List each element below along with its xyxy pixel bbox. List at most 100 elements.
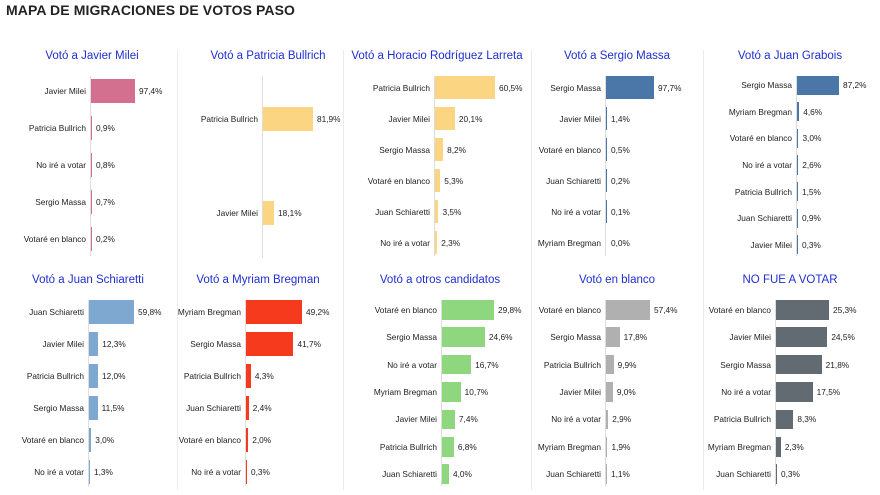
- bar-sergio-massa: [89, 396, 98, 420]
- bar-patricia-bullrich: [89, 364, 99, 388]
- data-label: 0,2%: [96, 234, 115, 245]
- data-label: 18,1%: [278, 208, 302, 218]
- data-label: 21,8%: [825, 359, 850, 370]
- panel-divider: [343, 50, 344, 490]
- bar-votare-en-blanco: [442, 299, 494, 320]
- data-label: 9,9%: [617, 359, 637, 370]
- data-label: 20,1%: [458, 113, 483, 124]
- chart-panel-voto-a-sergio-massa: Votó a Sergio Massa Sergio Massa 97,7% Javi…: [533, 50, 701, 260]
- category-label: Votaré en blanco: [367, 175, 430, 186]
- category-label: Patricia Bullrich: [379, 441, 437, 452]
- category-label: Juan Schiaretti: [737, 213, 792, 224]
- category-label: Sergio Massa: [35, 197, 86, 208]
- bar-myriam-bregman: [246, 300, 302, 324]
- data-label: 97,4%: [139, 85, 163, 96]
- category-axis: [434, 76, 435, 256]
- data-label: 1,4%: [611, 113, 630, 124]
- bar-no-ire-a-votar: [606, 200, 608, 223]
- chart-title: NO FUE A VOTAR: [742, 274, 838, 286]
- category-label: Myriam Bregman: [537, 441, 601, 452]
- bar-votare-en-blanco: [776, 299, 829, 320]
- category-label: Votaré en blanco: [538, 144, 601, 155]
- category-label: Votaré en blanco: [178, 435, 241, 445]
- data-label: 0,3%: [802, 239, 821, 250]
- bar-myriam-bregman: [797, 102, 800, 122]
- data-label: 3,5%: [442, 206, 462, 217]
- data-label: 2,9%: [612, 414, 632, 425]
- data-label: 12,0%: [102, 371, 126, 381]
- category-label: Juan Schiaretti: [546, 469, 601, 480]
- page-title: MAPA DE MIGRACIONES DE VOTOS PASO: [6, 2, 296, 18]
- bar-sergio-massa: [442, 327, 485, 347]
- panel-divider: [177, 50, 178, 490]
- category-axis: [245, 300, 246, 486]
- data-label: 81,9%: [317, 114, 341, 124]
- chart-panel-no-fue-a-votar: NO FUE A VOTAR Votaré en blanco 25,3% Javie…: [705, 274, 875, 490]
- category-label: Javier Milei: [42, 339, 85, 349]
- panel-divider: [703, 50, 704, 490]
- data-label: 0,1%: [611, 206, 630, 217]
- data-label: 17,8%: [623, 332, 648, 343]
- category-label: Javier Milei: [44, 85, 87, 96]
- bar-sergio-massa: [776, 354, 822, 375]
- bar-no-ire-a-votar: [606, 409, 609, 430]
- bar-patricia-bullrich: [797, 182, 799, 202]
- category-label: Juan Schiaretti: [186, 403, 241, 413]
- data-label: 1,1%: [611, 469, 630, 480]
- category-label: Myriam Bregman: [373, 387, 437, 397]
- bar-no-ire-a-votar: [776, 382, 813, 402]
- bar-sergio-massa: [606, 327, 620, 347]
- data-label: 1,5%: [802, 186, 821, 197]
- category-label: No iré a votar: [191, 467, 241, 477]
- data-label: 2,0%: [252, 435, 272, 445]
- category-axis: [775, 300, 776, 486]
- category-label: Patricia Bullrich: [200, 114, 258, 124]
- data-label: 3,0%: [95, 435, 115, 445]
- data-label: 41,7%: [297, 339, 321, 349]
- category-label: Votaré en blanco: [374, 304, 437, 315]
- chart-panel-voto-a-javier-milei: Votó a Javier Milei Javier Milei 97,4% Patr…: [8, 50, 176, 260]
- category-axis: [796, 76, 797, 256]
- chart-title: Votó en blanco: [578, 274, 656, 286]
- chart-panel-voto-a-juan-schiaretti: Votó a Juan Schiaretti Juan Schiaretti 59,…: [8, 274, 168, 490]
- category-label: Javier Milei: [750, 239, 793, 250]
- data-label: 2,4%: [252, 403, 272, 413]
- category-label: Juan Schiaretti: [546, 175, 601, 186]
- data-label: 0,9%: [96, 122, 115, 133]
- bar-votare-en-blanco: [91, 227, 93, 252]
- category-label: Patricia Bullrich: [26, 371, 84, 381]
- bar-votare-en-blanco: [606, 138, 608, 161]
- bar-juan-schiaretti: [442, 464, 449, 485]
- category-label: Juan Schiaretti: [716, 469, 771, 480]
- category-label: Myriam Bregman: [177, 307, 241, 317]
- bar-javier-milei: [91, 78, 135, 103]
- data-label: 4,6%: [803, 106, 823, 117]
- data-label: 87,2%: [843, 80, 867, 91]
- data-label: 10,7%: [464, 387, 489, 397]
- category-label: Javier Milei: [729, 332, 772, 343]
- data-label: 16,7%: [475, 359, 499, 370]
- bar-javier-milei: [606, 382, 613, 402]
- category-label: No iré a votar: [36, 160, 86, 170]
- chart-title: Votó a Patricia Bullrich: [210, 50, 326, 62]
- chart-panel-voto-en-blanco: Votó en blanco Votaré en blanco 57,4% Sergi…: [533, 274, 701, 490]
- bar-patricia-bullrich: [91, 115, 93, 140]
- bar-javier-milei: [435, 107, 455, 130]
- category-label: Sergio Massa: [33, 403, 84, 413]
- category-label: Patricia Bullrich: [734, 186, 792, 197]
- bar-patricia-bullrich: [776, 409, 794, 430]
- chart-title: Votó a Juan Grabois: [737, 50, 843, 62]
- bar-patricia-bullrich: [442, 436, 454, 457]
- chart-title: Votó a Juan Schiaretti: [32, 274, 144, 286]
- bar-juan-schiaretti: [606, 464, 608, 485]
- category-label: Sergio Massa: [190, 339, 241, 349]
- bar-votare-en-blanco: [89, 428, 92, 452]
- category-label: Juan Schiaretti: [382, 469, 437, 480]
- data-label: 57,4%: [654, 304, 678, 315]
- bar-javier-milei: [797, 235, 799, 255]
- bar-patricia-bullrich: [435, 76, 495, 99]
- data-label: 97,7%: [658, 82, 682, 93]
- category-label: Patricia Bullrich: [372, 82, 430, 93]
- bar-sergio-massa: [246, 332, 294, 356]
- data-label: 24,5%: [831, 332, 855, 343]
